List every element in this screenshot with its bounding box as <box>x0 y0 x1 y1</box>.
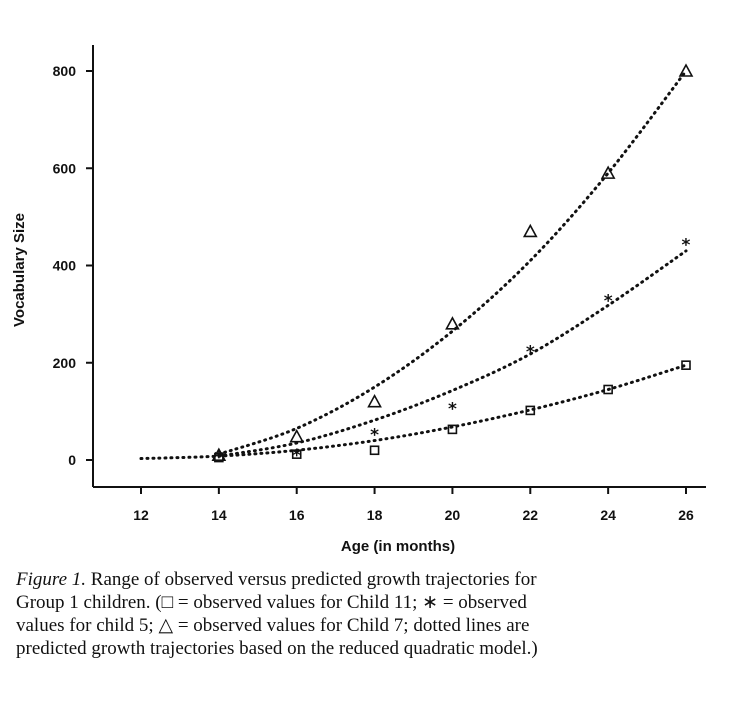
x-tick-label: 18 <box>367 507 383 523</box>
triangle-point <box>289 428 305 443</box>
star-point: * <box>370 425 379 445</box>
star-fit-line <box>217 249 688 458</box>
x-tick-label: 12 <box>133 507 149 523</box>
square-point <box>291 449 302 459</box>
caption-line-4: predicted growth trajectories based on t… <box>16 638 538 659</box>
triangle-point <box>367 393 382 408</box>
ticks: 12 14 16 18 20 22 24 26 0 200 400 600 800 <box>53 63 694 523</box>
growth-chart: 12 14 16 18 20 22 24 26 0 200 400 600 800 * * * * * * * Ag… <box>11 45 706 555</box>
square-point <box>525 405 536 416</box>
y-tick-label: 400 <box>53 258 77 274</box>
star-point: * <box>214 448 223 468</box>
star-point: * <box>448 399 457 419</box>
x-tick-label: 22 <box>522 507 538 523</box>
x-tick-label: 26 <box>678 507 694 523</box>
caption-line-3: values for child 5; △ = observed values … <box>16 615 530 636</box>
triangle-point <box>678 63 694 77</box>
caption-line-2: Group 1 children. (□ = observed values f… <box>16 592 527 613</box>
data-marks: * * * * * * * <box>211 63 694 468</box>
y-tick-label: 600 <box>53 160 77 176</box>
square-point <box>681 360 691 370</box>
caption-label: Figure 1. <box>16 569 87 590</box>
y-tick-label: 0 <box>68 452 76 468</box>
star-point: * <box>292 446 301 466</box>
caption-text-1: Range of observed versus predicted growt… <box>90 569 537 590</box>
caption-line-1: Figure 1. Range of observed versus predi… <box>16 568 537 591</box>
y-axis-title: Vocabulary Size <box>11 213 28 327</box>
square-point <box>369 445 380 456</box>
fit-lines <box>139 69 688 461</box>
star-point: * <box>682 236 691 256</box>
x-tick-label: 20 <box>445 507 461 523</box>
x-axis-title: Age (in months) <box>341 538 455 555</box>
triangle-point <box>445 316 460 330</box>
triangle-fit-line <box>217 69 688 456</box>
star-point: * <box>526 343 535 363</box>
x-tick-label: 16 <box>289 507 305 523</box>
triangle-point <box>522 223 538 238</box>
square-point <box>603 384 613 395</box>
square-point <box>447 424 458 435</box>
triangle-point <box>211 447 227 461</box>
triangle-point <box>600 165 616 179</box>
axes <box>92 45 706 488</box>
x-tick-label: 14 <box>211 507 227 523</box>
square-fit-line <box>139 363 688 461</box>
y-tick-label: 200 <box>53 355 77 371</box>
star-point: * <box>604 292 613 312</box>
y-tick-label: 800 <box>53 63 77 79</box>
x-tick-label: 24 <box>600 507 616 523</box>
